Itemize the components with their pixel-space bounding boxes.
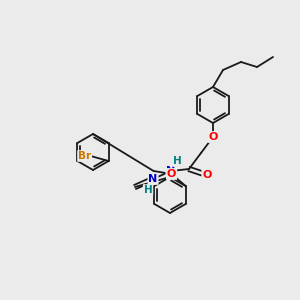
- Text: O: O: [202, 170, 212, 180]
- Text: N: N: [167, 166, 176, 176]
- Text: H: H: [144, 185, 152, 195]
- Text: H: H: [172, 156, 182, 166]
- Text: O: O: [167, 169, 176, 179]
- Text: Br: Br: [78, 151, 91, 161]
- Text: N: N: [148, 174, 158, 184]
- Text: O: O: [208, 132, 218, 142]
